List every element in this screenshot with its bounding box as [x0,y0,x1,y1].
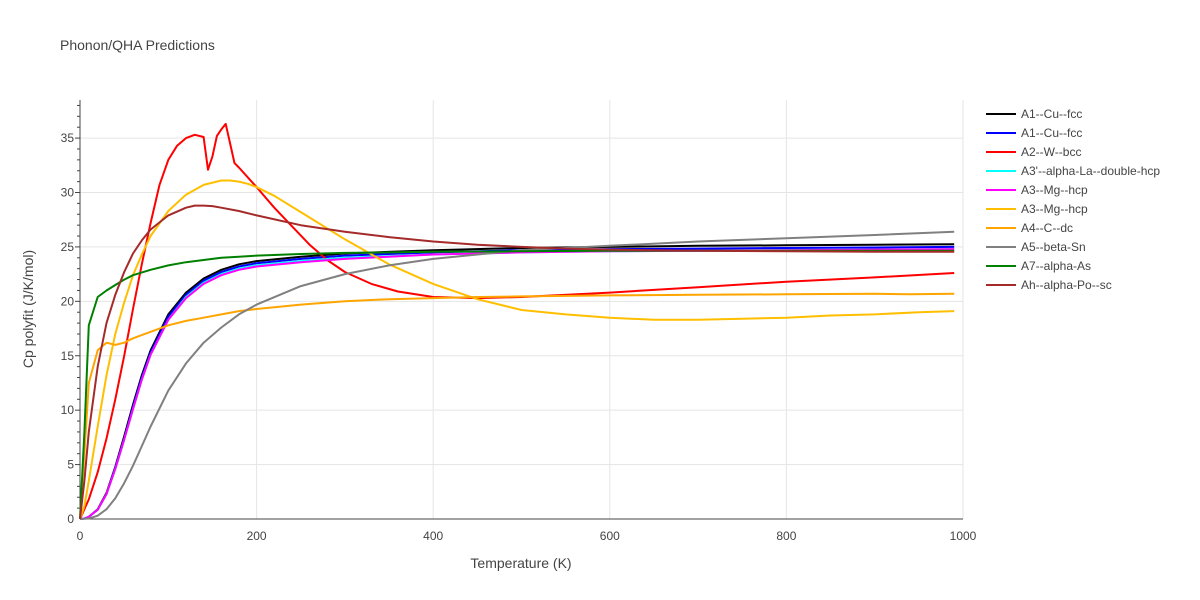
legend-item-5[interactable]: A3--Mg--hcp [986,202,1088,216]
x-tick-label: 0 [77,529,84,543]
legend-label: A4--C--dc [1021,221,1073,235]
legend-item-0[interactable]: A1--Cu--fcc [986,107,1082,121]
legend-label: A1--Cu--fcc [1021,126,1082,140]
legend-item-2[interactable]: A2--W--bcc [986,145,1081,159]
legend: A1--Cu--fcc A1--Cu--fcc A2--W--bcc A3'--alp… [986,107,1160,292]
x-tick-label: 200 [247,529,267,543]
y-tick-label: 35 [61,131,75,145]
legend-label: A1--Cu--fcc [1021,107,1082,121]
series-line-6 [79,292,955,520]
series-line-8 [79,249,955,520]
x-tick-label: 800 [776,529,796,543]
legend-label: A3--Mg--hcp [1021,202,1088,216]
y-tick-label: 10 [61,403,75,417]
y-tick-label: 30 [61,186,75,200]
legend-item-7[interactable]: A5--beta-Sn [986,240,1086,254]
legend-label: Ah--alpha-Po--sc [1021,278,1112,292]
legend-label: A3--Mg--hcp [1021,183,1088,197]
y-tick-label: 25 [61,240,75,254]
series-line-4 [79,248,955,520]
y-tick-label: 5 [67,458,74,472]
y-tick-label: 15 [61,349,75,363]
y-axis-title: Cp polyfit (J/K/mol) [20,250,36,368]
legend-label: A2--W--bcc [1021,145,1081,159]
x-tick-label: 600 [600,529,620,543]
legend-label: A7--alpha-As [1021,259,1091,273]
legend-item-1[interactable]: A1--Cu--fcc [986,126,1082,140]
series-line-7 [79,230,955,520]
x-tick-label: 1000 [950,529,977,543]
legend-item-8[interactable]: A7--alpha-As [986,259,1091,273]
y-tick-label: 20 [61,294,75,308]
x-tick-label: 400 [423,529,443,543]
x-tick-labels: 0 200 400 600 800 1000 [77,529,977,543]
x-axis-title: Temperature (K) [470,555,571,571]
chart-title: Phonon/QHA Predictions [60,37,215,53]
series-line-1 [79,245,955,520]
legend-item-9[interactable]: Ah--alpha-Po--sc [986,278,1112,292]
series-line-3 [79,248,955,520]
series-layer [79,122,955,520]
series-line-9 [79,204,955,520]
legend-label: A5--beta-Sn [1021,240,1086,254]
y-tick-labels: 0 5 10 15 20 25 30 35 [61,131,75,526]
series-line-0 [79,243,955,520]
legend-item-4[interactable]: A3--Mg--hcp [986,183,1088,197]
y-tick-label: 0 [67,512,74,526]
series-line-5 [79,179,955,520]
legend-item-3[interactable]: A3'--alpha-La--double-hcp [986,164,1160,178]
legend-label: A3'--alpha-La--double-hcp [1021,164,1160,178]
legend-item-6[interactable]: A4--C--dc [986,221,1073,235]
axes [75,100,963,520]
